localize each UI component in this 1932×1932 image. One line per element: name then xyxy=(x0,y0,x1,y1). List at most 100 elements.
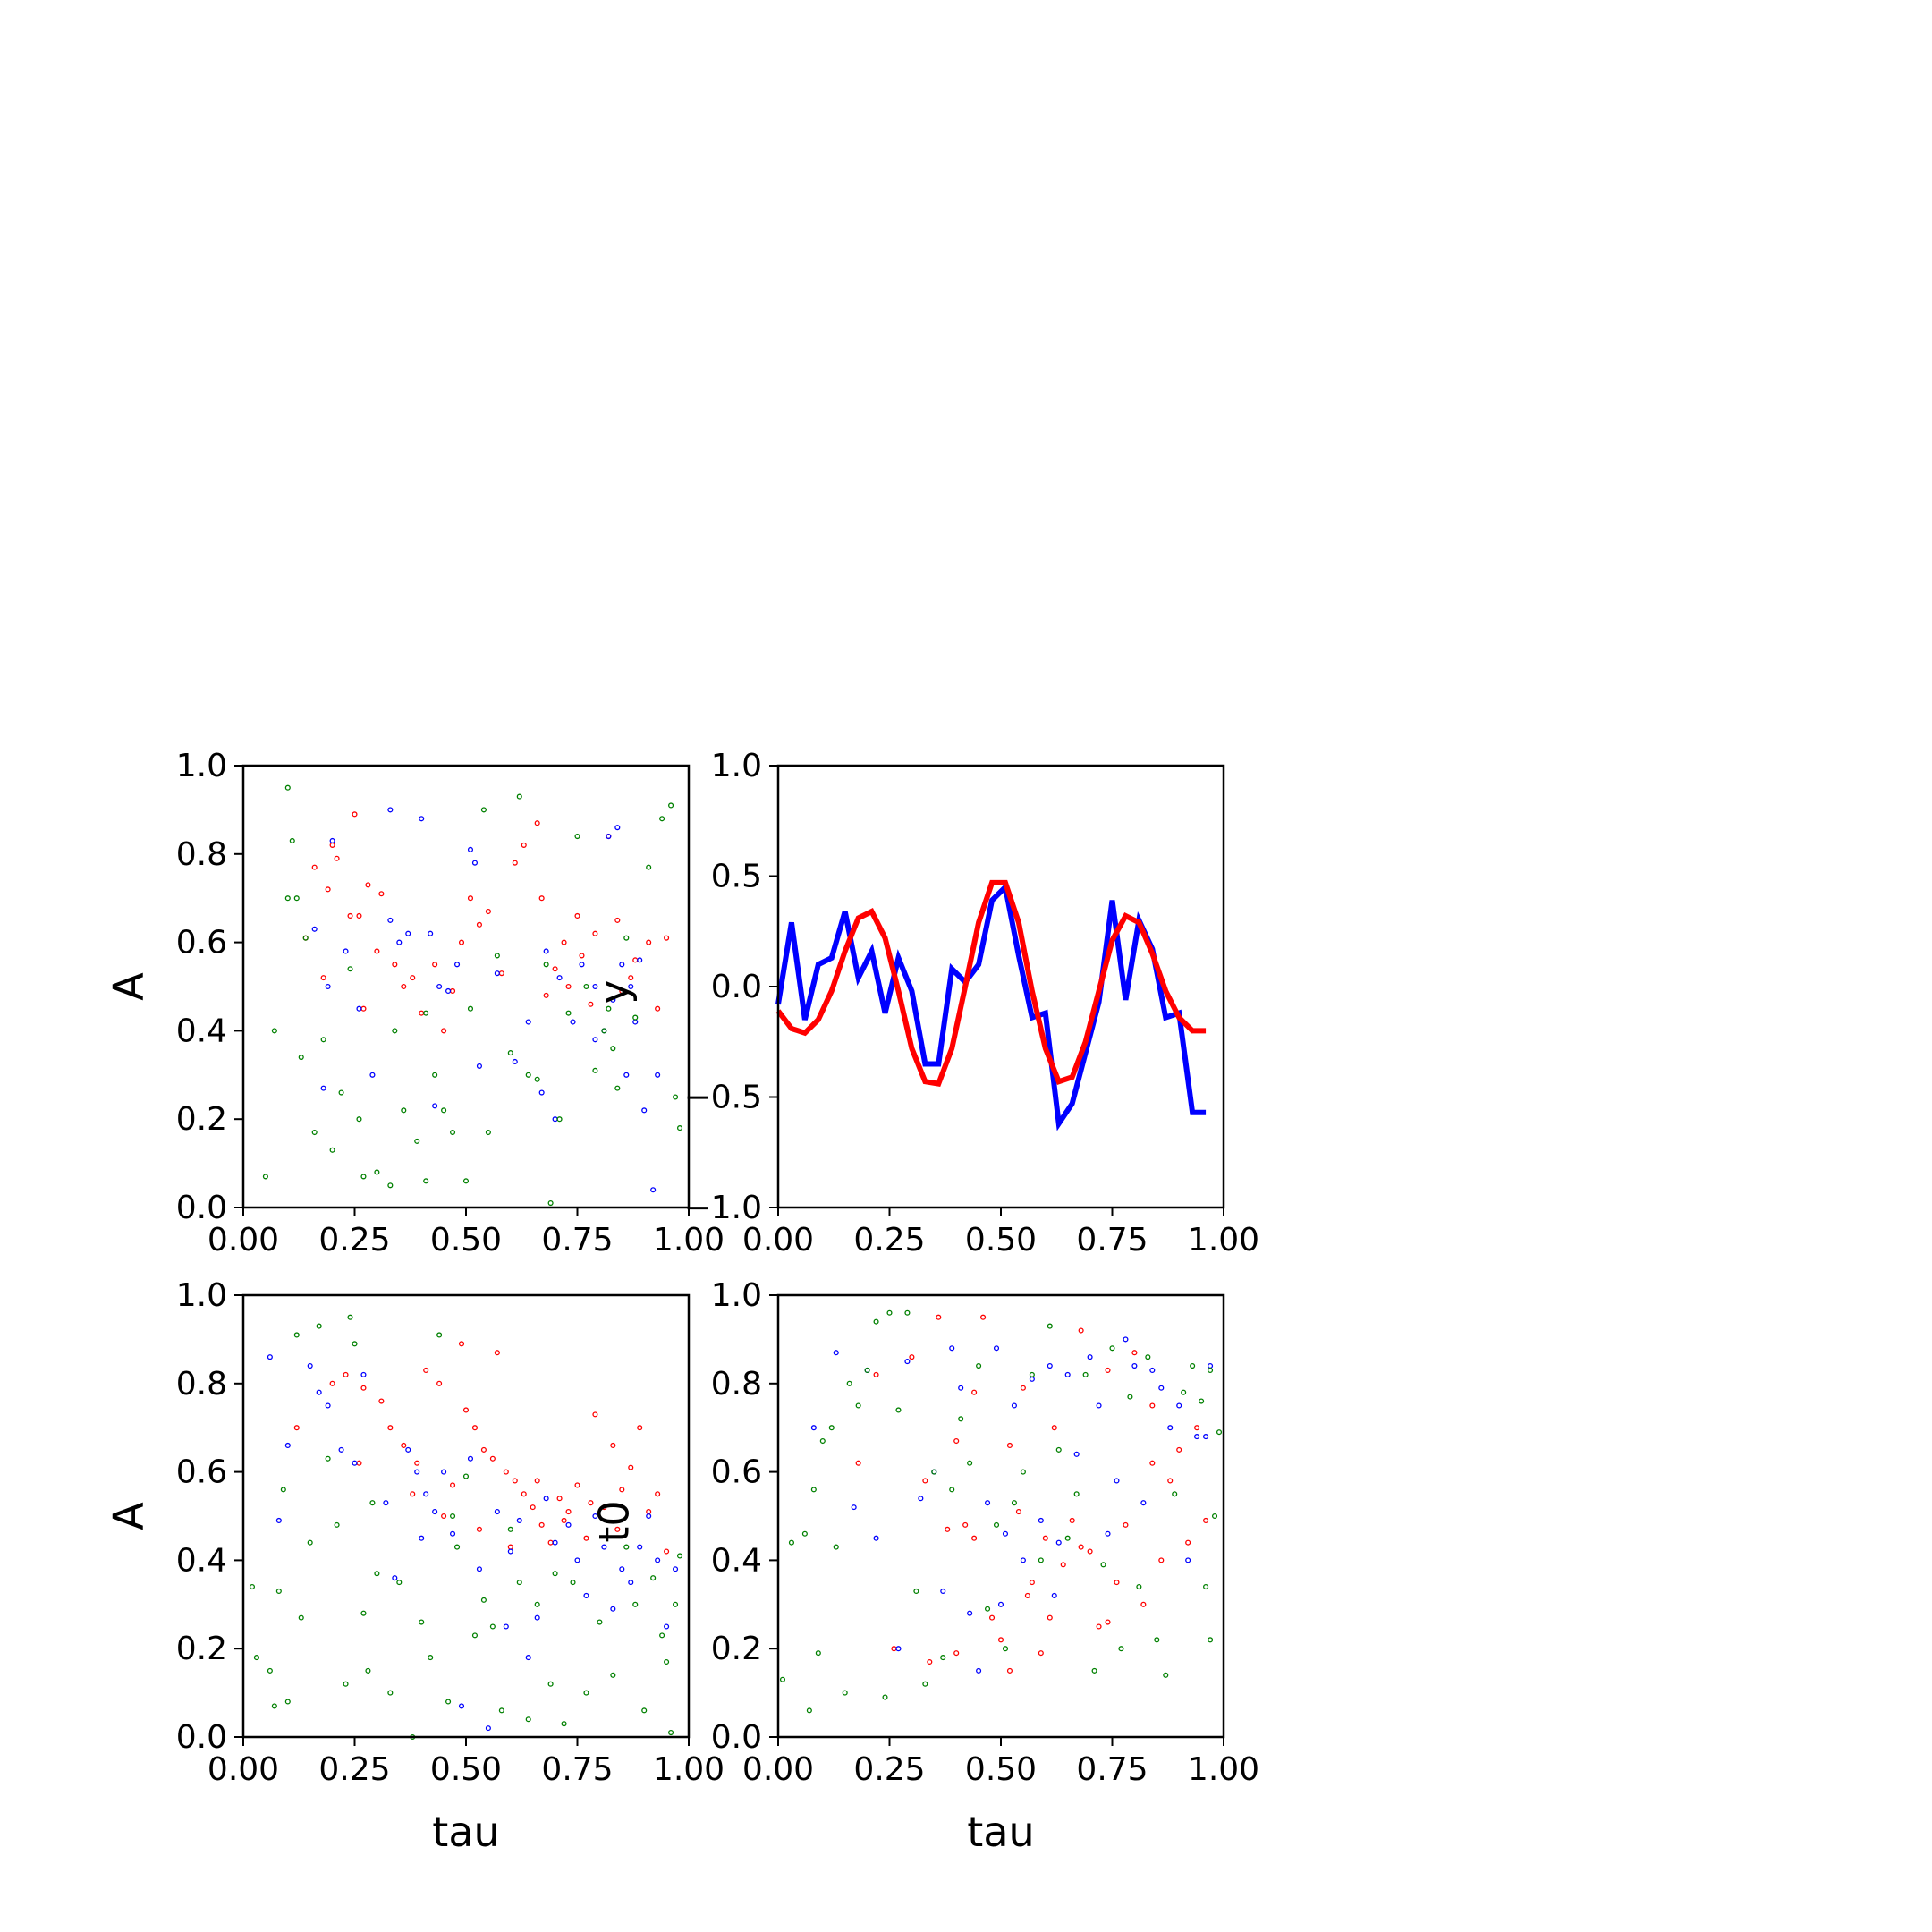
scatter-point xyxy=(507,1548,513,1555)
x-tick-label: 0.00 xyxy=(742,1751,814,1788)
subplot-3: 0.00 0.25 0.50 0.75 1.00 0.0 0.2 0.4 0.6 0.8 1.0 At… xyxy=(105,1277,725,1856)
scatter-point xyxy=(619,1566,625,1572)
scatter-point xyxy=(592,1067,598,1073)
scatter-point xyxy=(249,1583,256,1590)
scatter-point xyxy=(1078,1327,1084,1334)
scatter-point xyxy=(851,1504,857,1511)
scatter-point xyxy=(664,1658,670,1665)
scatter-point xyxy=(1015,1509,1021,1515)
scatter-point xyxy=(423,1491,429,1497)
y-tick-label: 1.0 xyxy=(176,748,227,784)
scatter-point xyxy=(320,1037,326,1043)
scatter-point xyxy=(953,1437,960,1445)
scatter-point xyxy=(904,1359,911,1365)
x-axis-label: tau xyxy=(967,1808,1034,1856)
scatter-point xyxy=(588,1001,594,1007)
scatter-point xyxy=(538,1521,545,1528)
scatter-point xyxy=(471,860,479,866)
scatter-point xyxy=(419,1619,425,1625)
scatter-point xyxy=(1176,1402,1182,1409)
scatter-point xyxy=(606,1005,612,1012)
scatter-point xyxy=(936,1314,942,1320)
scatter-point xyxy=(1087,1354,1093,1360)
scatter-point xyxy=(441,1107,447,1114)
scatter-point xyxy=(623,1544,630,1550)
scatter-point xyxy=(565,1521,572,1528)
x-tick-label: 0.00 xyxy=(208,1751,279,1788)
series-blue xyxy=(810,1336,1214,1674)
scatter-point xyxy=(1185,1557,1191,1563)
y-tick-label: 1.0 xyxy=(711,748,762,784)
scatter-point xyxy=(480,807,487,813)
scatter-point xyxy=(552,966,558,972)
scatter-point xyxy=(396,1580,402,1586)
scatter-point xyxy=(521,1491,527,1497)
scatter-point xyxy=(423,1010,429,1016)
scatter-point xyxy=(632,957,639,963)
scatter-point xyxy=(664,1623,670,1630)
scatter-point xyxy=(579,962,585,968)
scatter-point xyxy=(480,1597,487,1603)
scatter-point xyxy=(396,939,402,945)
scatter-point xyxy=(1091,1667,1097,1674)
scatter-point xyxy=(819,1437,826,1445)
scatter-point xyxy=(343,1681,349,1687)
scatter-point xyxy=(1096,1623,1102,1630)
scatter-point xyxy=(606,833,612,840)
scatter-point xyxy=(940,1655,946,1661)
scatter-point xyxy=(387,1690,394,1696)
scatter-point xyxy=(543,962,549,968)
scatter-point xyxy=(419,816,425,822)
scatter-point xyxy=(659,1632,665,1639)
scatter-point xyxy=(650,1187,657,1193)
scatter-point xyxy=(458,1341,465,1347)
scatter-point xyxy=(512,1478,518,1484)
scatter-point xyxy=(1096,1402,1102,1409)
scatter-point xyxy=(360,1005,367,1012)
scatter-point xyxy=(614,1085,621,1091)
scatter-point xyxy=(565,983,572,990)
scatter-point xyxy=(1158,1557,1165,1563)
scatter-point xyxy=(592,1513,598,1520)
scatter-point xyxy=(1167,1478,1174,1484)
scatter-point xyxy=(365,1667,371,1674)
scatter-point xyxy=(1064,1535,1071,1541)
scatter-point xyxy=(329,842,335,848)
scatter-point xyxy=(503,1623,509,1630)
scatter-point xyxy=(601,1544,607,1550)
x-tick-label: 0.25 xyxy=(853,1222,925,1258)
y-tick-label: 0.5 xyxy=(711,859,762,895)
series-blue xyxy=(267,1354,679,1732)
y-tick-label: 0.0 xyxy=(176,1190,227,1226)
scatter-point xyxy=(538,895,545,902)
scatter-point xyxy=(1011,1402,1017,1409)
scatter-point xyxy=(485,1725,491,1732)
scatter-point xyxy=(895,1646,902,1652)
scatter-point xyxy=(512,1058,518,1065)
scatter-point xyxy=(1163,1672,1169,1678)
scatter-point xyxy=(401,983,407,990)
scatter-point xyxy=(271,1703,277,1709)
scatter-point xyxy=(1038,1517,1044,1523)
scatter-point xyxy=(423,1178,429,1184)
scatter-point xyxy=(1176,1446,1182,1453)
scatter-point xyxy=(387,1182,394,1189)
scatter-point xyxy=(561,1721,567,1727)
scatter-point xyxy=(673,1601,679,1607)
scatter-point xyxy=(673,1566,679,1572)
scatter-point xyxy=(401,1107,407,1114)
scatter-point xyxy=(1114,1478,1120,1484)
scatter-point xyxy=(289,837,295,844)
y-tick-label: 0.0 xyxy=(711,1719,762,1756)
scatter-point xyxy=(993,1521,1000,1528)
scatter-point xyxy=(1114,1580,1120,1586)
scatter-point xyxy=(641,1107,648,1114)
scatter-point xyxy=(556,1116,563,1123)
y-tick-label: 0.0 xyxy=(176,1719,227,1756)
scatter-point xyxy=(392,1575,398,1581)
y-tick-label: 1.0 xyxy=(176,1277,227,1314)
scatter-point xyxy=(360,1174,367,1180)
scatter-point xyxy=(1038,1557,1044,1563)
x-tick-label: 1.00 xyxy=(1188,1222,1259,1258)
y-tick-label: 0.2 xyxy=(176,1101,227,1138)
